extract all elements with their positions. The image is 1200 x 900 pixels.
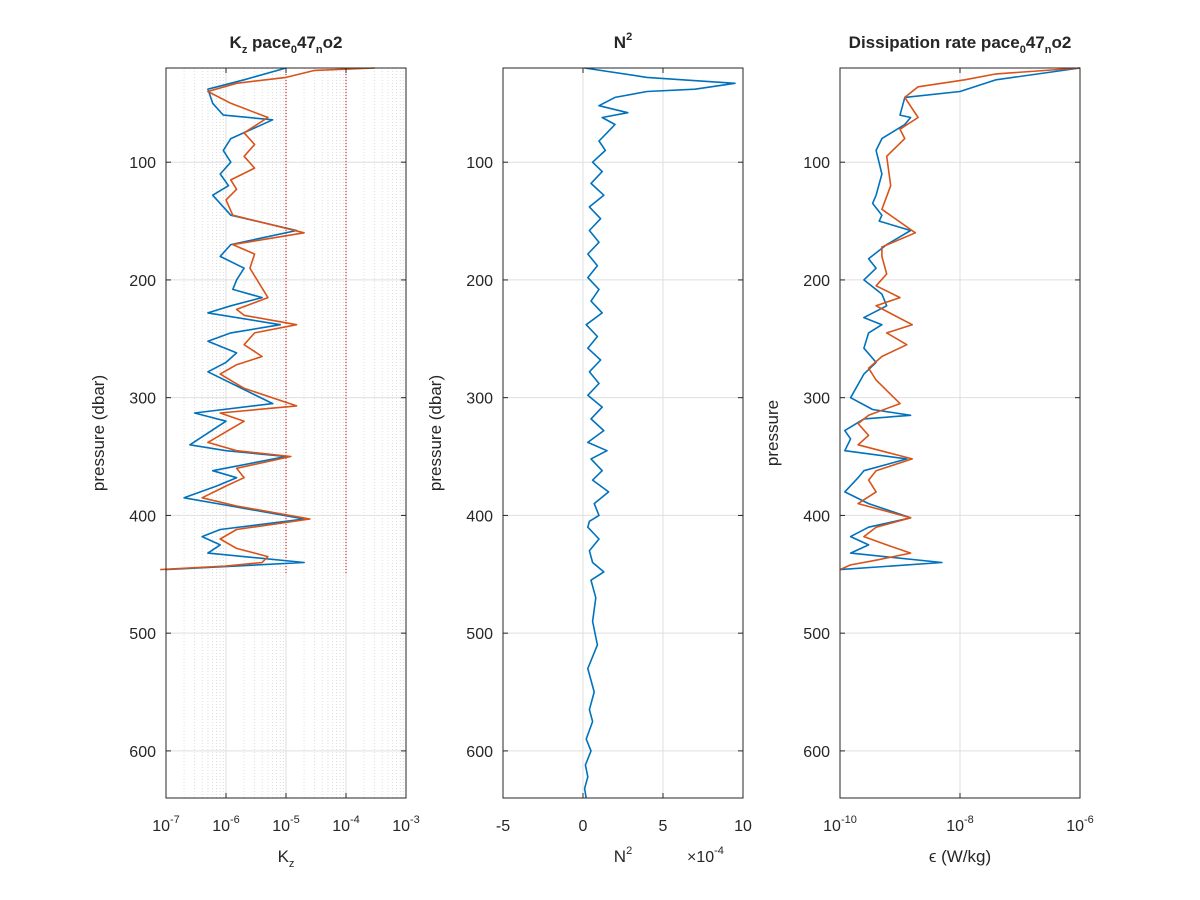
n2-x-tick-label: 0	[579, 818, 588, 835]
dissipation-y-tick-label: 600	[803, 744, 830, 761]
kz-x-tick-label: 10-6	[212, 814, 240, 835]
n2-x-axis-label: N2	[614, 845, 632, 866]
dissipation-y-tick-label: 200	[803, 273, 830, 290]
dissipation-x-axis-label: ϵ (W/kg)	[929, 847, 991, 866]
dissipation-panel: 10-10 10-8 10-6 100 200 300 400 500 600 Dissipat…	[763, 33, 1094, 866]
kz-x-tick-label: 10-7	[152, 814, 180, 835]
kz-y-tick-label: 300	[129, 391, 156, 408]
n2-x-tick-label: 10	[734, 818, 752, 835]
dissipation-x-tick-label: 10-6	[1066, 814, 1094, 835]
dissipation-x-tick-label: 10-10	[823, 814, 857, 835]
n2-x-multiplier: ×10-4	[687, 845, 724, 866]
n2-y-tick-label: 100	[466, 155, 493, 172]
n2-y-tick-label: 600	[466, 744, 493, 761]
n2-panel: -5 0 5 10 100 200 300 400 500 600 N2 N2 ×10-4 pre…	[426, 31, 752, 866]
kz-x-tick-label: 10-5	[272, 814, 300, 835]
kz-x-tick-label: 10-4	[332, 814, 360, 835]
n2-y-axis-label: pressure (dbar)	[426, 375, 445, 491]
kz-series-2-line	[160, 67, 375, 571]
n2-x-tick-label: -5	[496, 818, 510, 835]
kz-y-axis-label: pressure (dbar)	[89, 375, 108, 491]
kz-y-tick-label: 100	[129, 155, 156, 172]
dissipation-y-tick-label: 400	[803, 508, 830, 525]
n2-x-tick-label: 5	[659, 818, 668, 835]
kz-panel-title: Kz pace047no2	[230, 33, 343, 56]
dissipation-series-2-line	[839, 67, 1081, 571]
n2-y-tick-label: 400	[466, 508, 493, 525]
n2-y-tick-label: 300	[466, 391, 493, 408]
kz-y-tick-label: 400	[129, 508, 156, 525]
dissipation-series-1-line	[839, 67, 1081, 571]
dissipation-y-tick-label: 300	[803, 391, 830, 408]
kz-series-1-line	[165, 67, 305, 571]
kz-y-tick-label: 200	[129, 273, 156, 290]
kz-x-axis-label: Kz	[278, 847, 295, 870]
n2-axes-frame	[502, 67, 744, 799]
dissipation-x-tick-label: 10-8	[946, 814, 974, 835]
n2-series-1-line	[583, 67, 736, 799]
n2-y-tick-label: 500	[466, 626, 493, 643]
kz-y-tick-label: 600	[129, 744, 156, 761]
dissipation-y-tick-label: 500	[803, 626, 830, 643]
dissipation-y-tick-label: 100	[803, 155, 830, 172]
kz-y-tick-label: 500	[129, 626, 156, 643]
n2-y-tick-label: 200	[466, 273, 493, 290]
kz-x-tick-label: 10-3	[392, 814, 420, 835]
n2-panel-title: N2	[614, 31, 632, 52]
dissipation-y-axis-label: pressure	[763, 400, 782, 466]
kz-panel: 10-7 10-6 10-5 10-4 10-3 100 200 300 400 500 600 K…	[89, 33, 420, 870]
dissipation-panel-title: Dissipation rate pace047no2	[849, 33, 1072, 56]
